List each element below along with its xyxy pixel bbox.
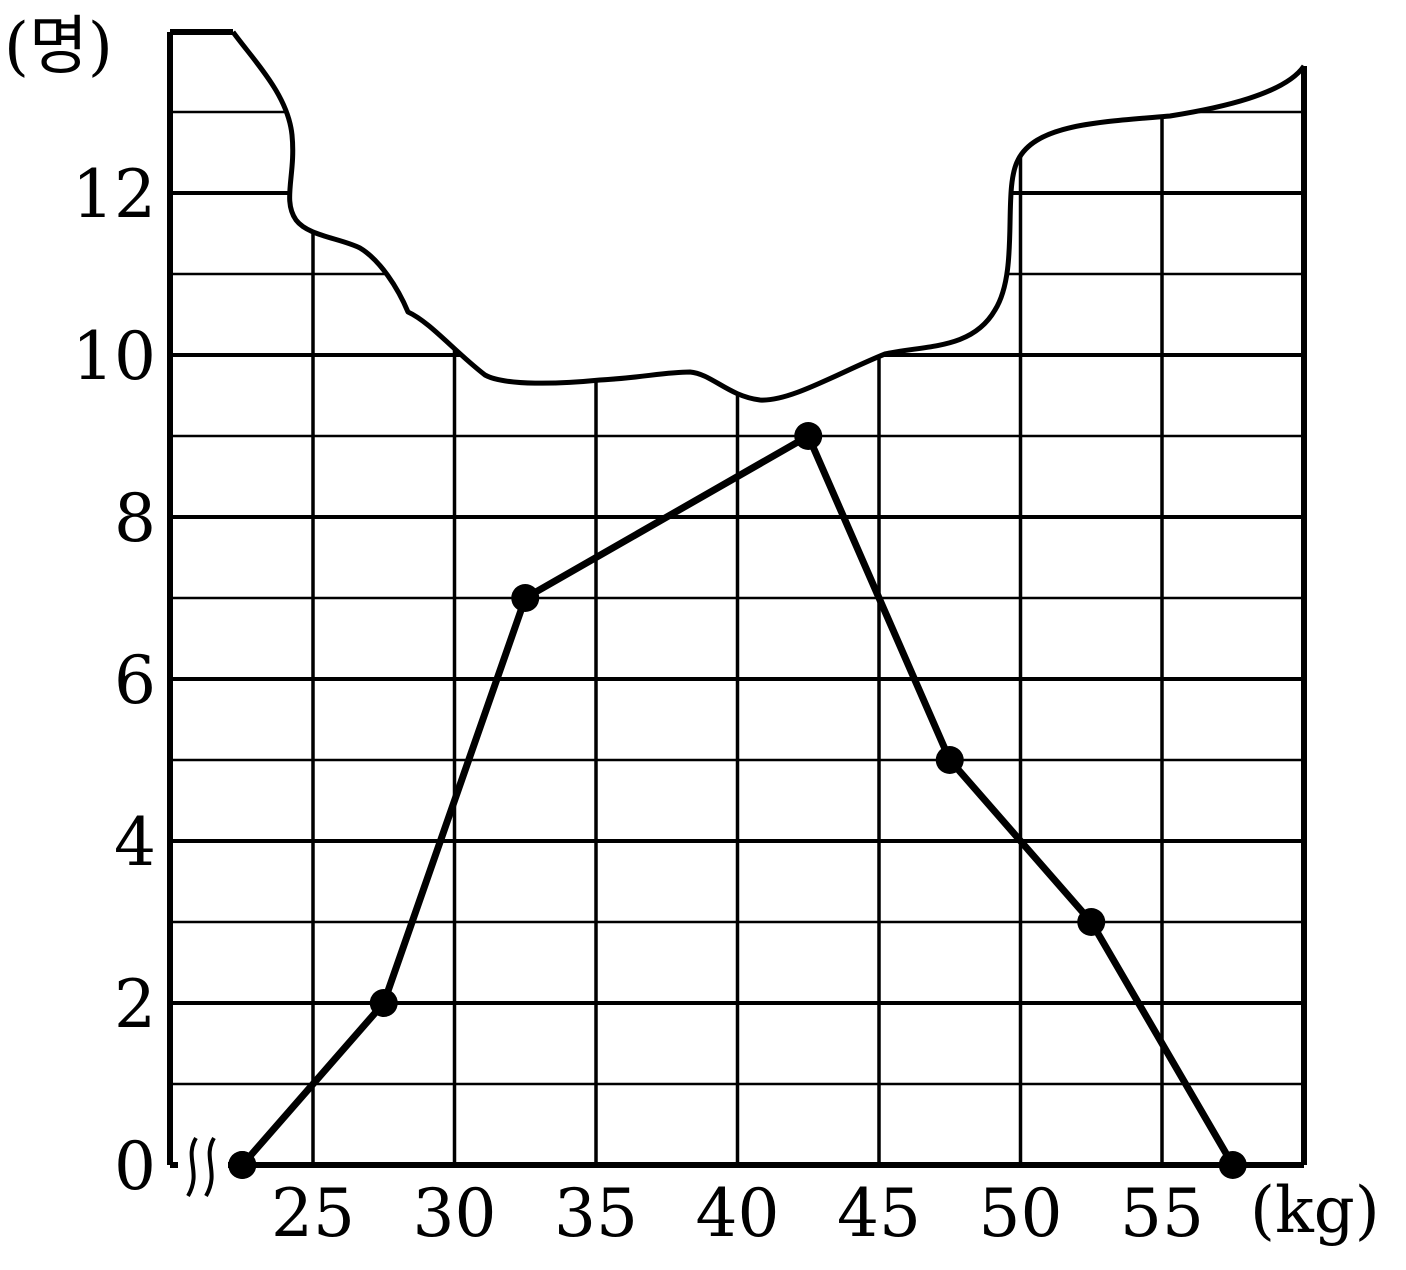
x-tick-labels: 25 30 35 40 45 50 55: [271, 1175, 1204, 1252]
axis-break-stroke: [204, 1136, 216, 1198]
y-tick-label: 8: [114, 480, 156, 557]
y-tick-label: 2: [114, 966, 156, 1043]
y-axis-unit-label: (명): [4, 10, 113, 84]
data-point: [935, 746, 964, 774]
axis-break-mark: [178, 1130, 257, 1200]
x-tick-label: 30: [413, 1175, 497, 1252]
y-tick-label: 10: [72, 318, 156, 395]
data-point: [369, 989, 398, 1017]
y-tick-label: 0: [114, 1128, 156, 1205]
x-tick-label: 40: [696, 1175, 780, 1252]
axis-break-gap: [178, 1130, 230, 1200]
axis-break-stroke: [186, 1136, 198, 1198]
data-point: [511, 584, 540, 612]
torn-paper-region: [233, 32, 1304, 401]
axes: [167, 29, 1307, 1168]
x-tick-label: 25: [271, 1175, 355, 1252]
data-point: [1077, 908, 1106, 936]
x-axis-unit-label: (kg): [1250, 1174, 1380, 1248]
torn-paper-edge: [230, 30, 1307, 403]
y-tick-labels: 0 2 4 6 8 10 12: [72, 156, 156, 1205]
x-tick-label: 45: [837, 1175, 921, 1252]
y-tick-label: 6: [114, 642, 156, 719]
x-tick-label: 35: [554, 1175, 638, 1252]
x-tick-label: 50: [979, 1175, 1063, 1252]
data-point: [228, 1151, 257, 1179]
y-tick-label: 4: [114, 804, 156, 881]
data-point: [794, 422, 823, 450]
y-tick-label: 12: [72, 156, 156, 233]
x-tick-label: 55: [1120, 1175, 1204, 1252]
